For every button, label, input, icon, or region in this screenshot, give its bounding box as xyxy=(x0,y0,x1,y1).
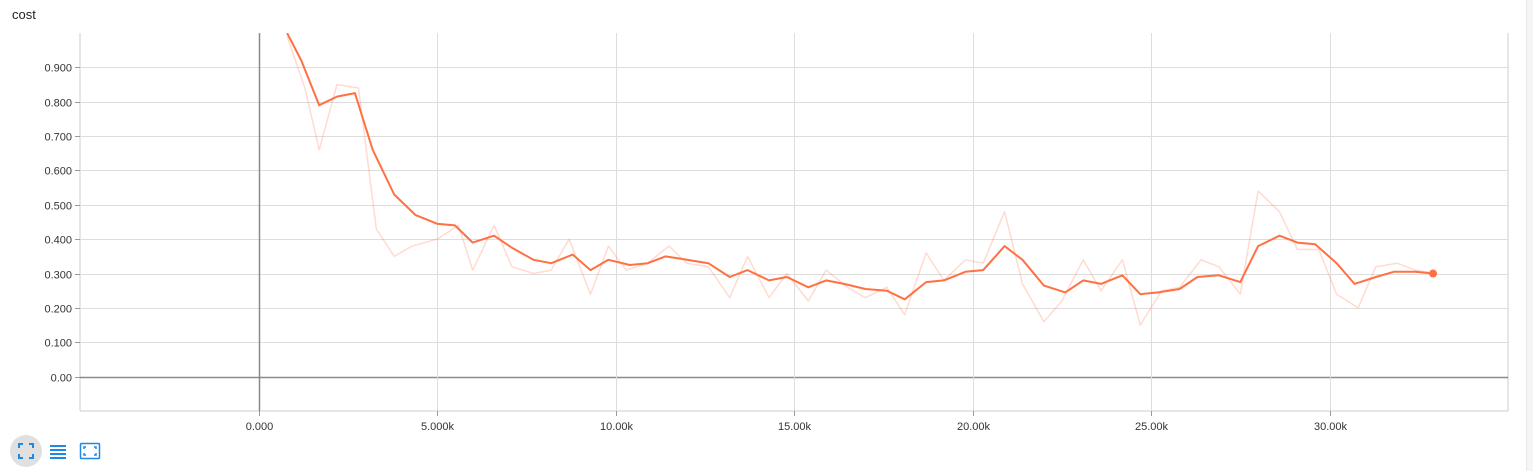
y-tick-label: 0.200 xyxy=(44,304,72,316)
y-tick-label: 0.600 xyxy=(44,166,72,178)
y-tick-label: 0.900 xyxy=(44,63,72,75)
y-tick-label: 0.500 xyxy=(44,201,72,213)
fullscreen-button[interactable] xyxy=(10,435,42,467)
x-tick-label: 5.000k xyxy=(421,421,455,430)
fullscreen-icon xyxy=(18,443,34,459)
line-chart: 0.00 0.100 0.200 0.300 0.400 0.500 0.600 0.700 0… xyxy=(44,33,1509,431)
grid-layer xyxy=(79,33,1509,412)
chart-toolbar xyxy=(10,435,106,467)
y-tick-label: 0.700 xyxy=(44,132,72,144)
series-layer xyxy=(286,33,1438,326)
smoothed-series-line xyxy=(286,33,1434,301)
x-tick-label: 0.000 xyxy=(246,421,274,430)
axis-layer xyxy=(75,67,1331,416)
x-tick-label: 15.00k xyxy=(778,421,812,430)
tick-labels: 0.00 0.100 0.200 0.300 0.400 0.500 0.600 0.700 0… xyxy=(44,63,1347,431)
toggle-log-scale-button[interactable] xyxy=(42,435,74,467)
list-icon xyxy=(50,445,66,459)
raw-series-line xyxy=(286,36,1437,326)
scrollbar-edge xyxy=(1526,0,1533,471)
series-end-point xyxy=(1429,269,1438,278)
y-tick-label: 0.400 xyxy=(44,235,72,247)
x-tick-label: 25.00k xyxy=(1135,421,1169,430)
y-tick-label: 0.00 xyxy=(51,373,72,385)
fit-domain-button[interactable] xyxy=(74,435,106,467)
y-tick-label: 0.300 xyxy=(44,270,72,282)
y-tick-label: 0.800 xyxy=(44,98,72,110)
y-tick-label: 0.100 xyxy=(44,338,72,350)
x-tick-label: 10.00k xyxy=(600,421,634,430)
chart-title: cost xyxy=(12,7,36,22)
fit-domain-icon xyxy=(79,442,101,460)
x-tick-label: 30.00k xyxy=(1314,421,1348,430)
x-tick-label: 20.00k xyxy=(957,421,991,430)
